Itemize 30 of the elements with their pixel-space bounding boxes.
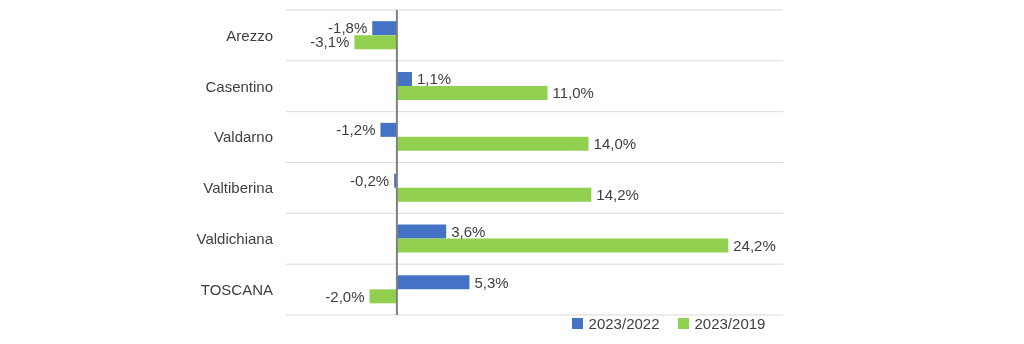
bar [369, 289, 397, 304]
data-label: -0,2% [349, 171, 390, 189]
data-label: 24,2% [733, 236, 776, 254]
bar [396, 72, 412, 87]
y-tick-label: Arezzo [226, 26, 273, 44]
bar [396, 136, 589, 151]
bar [396, 187, 592, 202]
bar [380, 122, 397, 137]
y-tick-label: Valdarno [214, 128, 273, 146]
data-label: 5,3% [474, 273, 509, 291]
y-tick-label: Casentino [205, 77, 273, 95]
data-label: 14,2% [596, 185, 639, 203]
bar [396, 275, 470, 290]
legend-label: 2023/2019 [694, 315, 766, 332]
data-label: -2,0% [325, 287, 365, 305]
legend-label: 2023/2022 [588, 315, 660, 332]
bar [354, 35, 397, 50]
data-label: -1,8% [328, 19, 368, 37]
y-tick-label: TOSCANA [200, 280, 273, 298]
data-label: 11,0% [552, 84, 594, 102]
data-label: 3,6% [451, 222, 486, 240]
y-tick-label: Valtiberina [203, 179, 274, 197]
bar [396, 224, 447, 239]
bar [372, 21, 397, 36]
bar [396, 86, 548, 101]
data-label: 1,1% [416, 70, 452, 88]
y-tick-label: Valdichiana [196, 230, 274, 248]
data-label: 14,0% [593, 135, 637, 153]
bar [396, 238, 729, 253]
data-label: -1,2% [336, 121, 376, 139]
